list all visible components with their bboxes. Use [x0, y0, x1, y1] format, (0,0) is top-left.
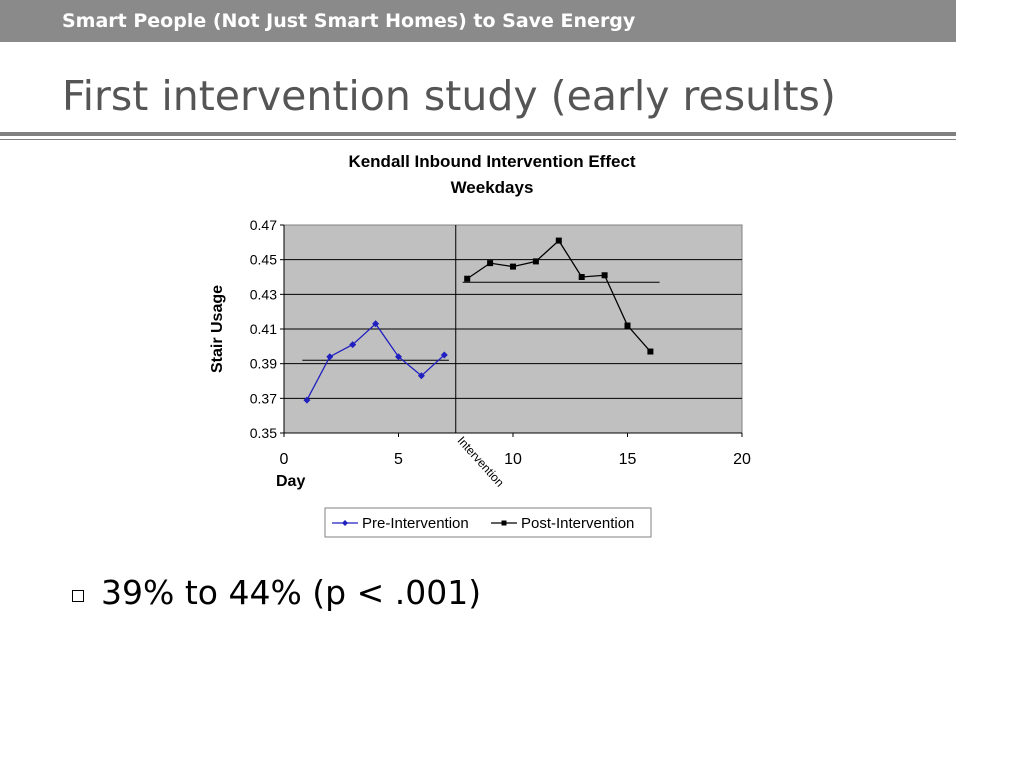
- x-axis-ticks: 0 5 10 15 20: [280, 433, 751, 468]
- data-point-pre: [440, 351, 448, 359]
- data-point-post: [578, 274, 585, 280]
- data-point-post: [532, 258, 539, 265]
- legend-label-pre: Pre-Intervention: [362, 515, 469, 532]
- gridlines: [284, 259, 742, 399]
- x-tick-label: 20: [733, 451, 751, 468]
- intervention-label: Intervention: [455, 434, 507, 490]
- legend-label-post: Post-Intervention: [521, 515, 634, 532]
- title-divider: [0, 132, 956, 136]
- x-tick-label: 5: [394, 451, 403, 468]
- header-title: Smart People (Not Just Smart Homes) to S…: [62, 10, 636, 32]
- data-point-pre: [326, 353, 334, 361]
- data-point-post: [601, 272, 608, 279]
- data-series: [303, 237, 654, 404]
- slide-title: First intervention study (early results): [62, 72, 836, 120]
- x-tick-label: 15: [619, 451, 637, 468]
- y-tick-label: 0.37: [250, 390, 277, 406]
- data-point-post: [464, 275, 471, 282]
- chart-title: Kendall Inbound Intervention Effect: [348, 152, 635, 171]
- data-point-pre: [417, 372, 425, 380]
- x-tick-label: 10: [504, 451, 522, 468]
- legend-box: [324, 507, 652, 538]
- checkbox-bullet-icon: [72, 589, 84, 602]
- x-axis-label: Day: [276, 473, 305, 490]
- x-tick-label: 0: [280, 451, 289, 468]
- data-point-pre: [303, 396, 311, 404]
- data-point-post: [624, 322, 631, 329]
- bullet-text: 39% to 44% (p < .001): [101, 573, 482, 612]
- legend-marker-pre: [342, 520, 348, 526]
- y-tick-label: 0.45: [250, 252, 277, 268]
- y-tick-label: 0.43: [250, 286, 277, 302]
- stair-usage-chart: Kendall Inbound Intervention Effect Week…: [209, 152, 751, 538]
- data-point-post: [647, 348, 654, 355]
- data-point-post: [487, 260, 494, 267]
- title-divider-thin: [0, 139, 956, 140]
- legend-marker-post: [501, 520, 507, 526]
- data-point-post: [510, 263, 516, 270]
- data-point-pre: [372, 320, 380, 328]
- bullet-item: 39% to 44% (p < .001): [72, 573, 481, 612]
- y-tick-label: 0.35: [250, 425, 277, 441]
- chart-subtitle: Weekdays: [451, 178, 534, 197]
- data-point-post: [555, 237, 562, 244]
- y-tick-label: 0.39: [250, 356, 277, 372]
- y-axis-ticks: 0.35 0.37 0.39 0.41 0.43 0.45 0.47: [250, 217, 284, 441]
- y-axis-label: Stair Usage: [209, 285, 226, 373]
- legend: Pre-Intervention Post-Intervention: [324, 507, 652, 538]
- data-point-pre: [395, 353, 402, 361]
- y-tick-label: 0.41: [250, 321, 277, 337]
- data-point-pre: [349, 341, 357, 349]
- y-tick-label: 0.47: [250, 217, 277, 233]
- mean-lines: [302, 281, 660, 361]
- header-bar: Smart People (Not Just Smart Homes) to S…: [0, 0, 956, 42]
